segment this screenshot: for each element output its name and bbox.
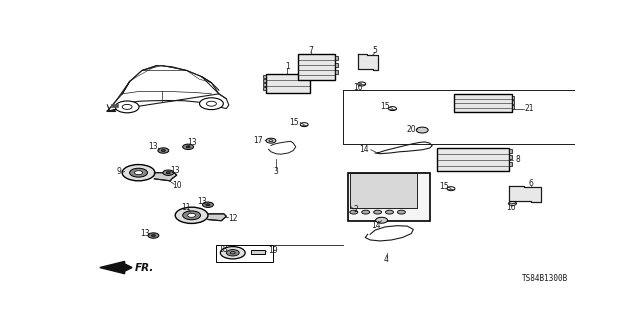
- Circle shape: [148, 233, 159, 238]
- Polygon shape: [100, 261, 132, 274]
- Circle shape: [385, 210, 394, 214]
- Bar: [350, 173, 417, 208]
- Text: 13: 13: [196, 196, 206, 205]
- Bar: [266, 74, 310, 92]
- Text: 15: 15: [439, 182, 449, 191]
- Text: 12: 12: [228, 214, 237, 223]
- Text: 4: 4: [384, 255, 389, 264]
- Bar: [335, 56, 339, 60]
- Text: 16: 16: [506, 203, 515, 212]
- Text: 18: 18: [218, 245, 228, 254]
- Circle shape: [186, 146, 190, 148]
- Circle shape: [266, 138, 276, 143]
- Text: 15: 15: [289, 118, 299, 127]
- Text: 19: 19: [269, 246, 278, 255]
- Circle shape: [182, 211, 200, 220]
- Circle shape: [166, 172, 170, 174]
- Text: 14: 14: [359, 145, 369, 154]
- Polygon shape: [509, 186, 541, 202]
- Bar: [511, 96, 515, 99]
- Bar: [348, 173, 429, 221]
- Circle shape: [350, 210, 358, 214]
- Text: 15: 15: [380, 102, 390, 111]
- Circle shape: [115, 101, 139, 113]
- Bar: [251, 250, 265, 254]
- Bar: [509, 156, 512, 159]
- Text: 1: 1: [285, 62, 290, 71]
- Bar: [454, 94, 511, 112]
- Circle shape: [122, 164, 155, 181]
- Text: 13: 13: [170, 166, 180, 175]
- Text: 7: 7: [308, 46, 313, 55]
- Text: 2: 2: [354, 205, 358, 214]
- Text: 5: 5: [372, 46, 378, 55]
- Bar: [437, 148, 509, 172]
- Text: 16: 16: [353, 83, 363, 92]
- Text: 13: 13: [141, 228, 150, 237]
- Bar: [509, 162, 512, 165]
- Circle shape: [158, 148, 169, 153]
- Polygon shape: [358, 54, 378, 70]
- Circle shape: [134, 171, 143, 175]
- Circle shape: [206, 204, 210, 206]
- Circle shape: [152, 235, 156, 236]
- Text: 17: 17: [253, 136, 262, 145]
- Circle shape: [227, 250, 239, 256]
- Bar: [262, 79, 266, 82]
- Bar: [111, 104, 118, 107]
- Text: TS84B1300B: TS84B1300B: [522, 274, 568, 283]
- Bar: [509, 149, 512, 153]
- Bar: [511, 105, 515, 109]
- Circle shape: [175, 207, 208, 223]
- Circle shape: [202, 202, 213, 207]
- Text: FR.: FR.: [134, 263, 154, 273]
- Text: 3: 3: [273, 167, 278, 176]
- Text: 11: 11: [181, 203, 190, 212]
- Bar: [262, 87, 266, 90]
- Text: 20: 20: [406, 124, 415, 133]
- Text: 8: 8: [515, 155, 520, 164]
- Circle shape: [376, 217, 388, 223]
- Text: 14: 14: [371, 221, 381, 230]
- Polygon shape: [154, 173, 177, 181]
- Circle shape: [161, 149, 165, 151]
- Circle shape: [397, 210, 405, 214]
- Bar: [262, 83, 266, 86]
- Polygon shape: [208, 214, 227, 221]
- Bar: [298, 54, 335, 80]
- Text: 13: 13: [187, 138, 196, 147]
- Bar: [216, 245, 273, 262]
- Bar: [511, 100, 515, 104]
- Circle shape: [200, 98, 223, 110]
- Circle shape: [163, 170, 173, 175]
- Bar: [262, 75, 266, 78]
- Circle shape: [188, 213, 196, 217]
- Circle shape: [129, 168, 147, 177]
- Text: 9: 9: [116, 167, 121, 176]
- Text: 10: 10: [172, 181, 182, 190]
- Text: 6: 6: [529, 179, 534, 188]
- Text: 21: 21: [525, 104, 534, 113]
- Circle shape: [220, 247, 245, 259]
- Bar: [335, 63, 339, 67]
- Bar: [335, 70, 339, 74]
- Circle shape: [374, 210, 381, 214]
- Circle shape: [362, 210, 370, 214]
- Circle shape: [416, 127, 428, 133]
- Circle shape: [182, 144, 193, 149]
- Text: 13: 13: [148, 142, 158, 151]
